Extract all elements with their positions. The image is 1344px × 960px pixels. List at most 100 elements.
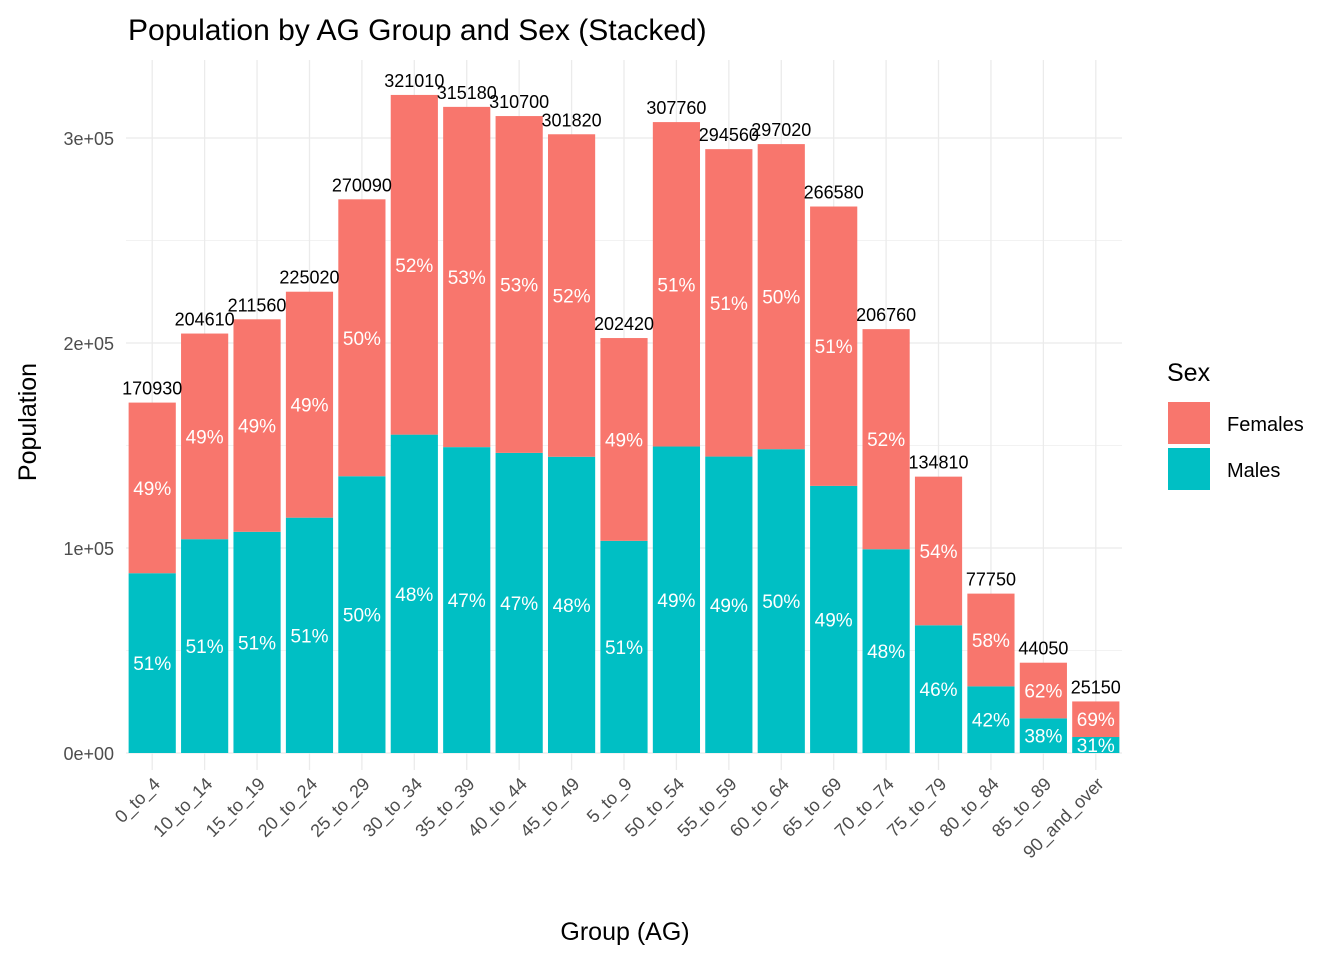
legend-label-males: Males [1227, 460, 1280, 482]
bar-males [757, 449, 805, 753]
bar-males [495, 452, 543, 753]
bar-females [757, 144, 805, 450]
bar-females [338, 199, 386, 477]
pct-label-females: 58% [972, 631, 1010, 652]
total-label: 297020 [751, 120, 811, 140]
pct-label-males: 47% [448, 591, 486, 612]
pct-label-females: 50% [762, 288, 800, 309]
pct-label-males: 31% [1077, 736, 1115, 757]
total-label: 321010 [384, 71, 444, 91]
pct-label-females: 51% [710, 294, 748, 315]
total-label: 225020 [279, 268, 339, 288]
bar-males [810, 485, 858, 753]
pct-label-females: 50% [343, 329, 381, 350]
pct-label-males: 38% [1024, 727, 1062, 748]
total-label: 315180 [437, 83, 497, 103]
pct-label-males: 49% [657, 591, 695, 612]
bar-females [810, 206, 858, 486]
bar-females [1072, 701, 1120, 738]
bar-females [652, 122, 701, 447]
pct-label-males: 48% [553, 596, 591, 617]
bar-males [967, 686, 1015, 753]
legend-key-males [1168, 448, 1210, 490]
bar-males [862, 549, 910, 753]
data-labels: 51% 49% 170930 51% 49% 204610 51% 49% 211560 51% 4… [122, 71, 1121, 757]
pct-label-females: 53% [500, 275, 538, 296]
bar-females [547, 134, 596, 457]
y-tick-label: 2e+05 [63, 334, 114, 354]
bar-females [495, 116, 543, 453]
pct-label-females: 62% [1024, 682, 1062, 703]
pct-label-males: 51% [186, 637, 224, 658]
pct-label-females: 49% [605, 430, 643, 451]
y-axis-title: Population [14, 363, 42, 481]
bar-males [338, 476, 386, 753]
total-label: 307760 [646, 98, 706, 118]
bar-males [547, 456, 596, 753]
x-axis-ticks: 0_to_410_to_1415_to_1920_to_2425_to_2930… [111, 774, 1108, 863]
y-tick-label: 3e+05 [63, 129, 114, 149]
total-label: 301820 [542, 110, 602, 130]
total-label: 134810 [908, 453, 968, 473]
chart-title: Population by AG Group and Sex (Stacked) [128, 14, 707, 47]
bar-males [600, 540, 648, 753]
total-label: 206760 [856, 305, 916, 325]
total-label: 170930 [122, 379, 182, 399]
pct-label-males: 51% [238, 633, 276, 654]
legend-title: Sex [1167, 359, 1211, 387]
y-axis-ticks: 0e+00 1e+05 2e+05 3e+05 [63, 129, 114, 764]
total-label: 25150 [1071, 677, 1121, 697]
bar-males [181, 539, 229, 753]
bar-males [443, 447, 491, 753]
pct-label-males: 50% [762, 592, 800, 613]
bar-males [1019, 718, 1067, 753]
pct-label-males: 51% [290, 626, 328, 647]
bar-males [1072, 737, 1120, 753]
total-label: 270090 [332, 175, 392, 195]
pct-label-females: 51% [657, 275, 695, 296]
bar-females [705, 149, 753, 457]
bar-females [967, 593, 1015, 687]
bar-females [285, 291, 334, 518]
pct-label-males: 48% [867, 642, 905, 663]
bar-males [285, 517, 334, 753]
bar-males [128, 573, 176, 753]
total-label: 294560 [699, 125, 759, 145]
bars [128, 94, 1120, 753]
bar-males [652, 446, 701, 753]
pct-label-females: 49% [186, 427, 224, 448]
bar-females [914, 476, 963, 626]
total-label: 77750 [966, 570, 1016, 590]
total-label: 211560 [228, 295, 287, 315]
legend-key-females [1168, 402, 1210, 444]
pct-label-females: 52% [395, 256, 433, 277]
total-label: 44050 [1018, 639, 1068, 659]
pct-label-females: 52% [867, 430, 905, 451]
pct-label-males: 46% [920, 680, 958, 701]
bar-males [390, 434, 438, 753]
total-label: 202420 [594, 314, 654, 334]
pct-label-males: 50% [343, 606, 381, 627]
pct-label-females: 52% [553, 287, 591, 308]
pct-label-males: 48% [395, 585, 433, 606]
legend: Sex Females Males [1167, 359, 1304, 490]
bar-females [443, 106, 491, 448]
pct-label-males: 51% [605, 638, 643, 659]
total-label: 266580 [804, 183, 864, 203]
bar-females [1019, 662, 1067, 719]
bar-females [181, 333, 229, 540]
pct-label-males: 49% [815, 610, 853, 631]
bar-males [705, 456, 753, 753]
y-tick-label: 1e+05 [63, 539, 114, 559]
pct-label-males: 47% [500, 594, 538, 615]
pct-label-males: 51% [133, 654, 171, 675]
bar-females [600, 338, 648, 541]
pct-label-females: 53% [448, 268, 486, 289]
pct-label-females: 49% [133, 479, 171, 500]
pct-label-males: 49% [710, 596, 748, 617]
pct-label-females: 51% [815, 337, 853, 358]
bar-males [233, 531, 281, 753]
pct-label-females: 49% [290, 396, 328, 417]
